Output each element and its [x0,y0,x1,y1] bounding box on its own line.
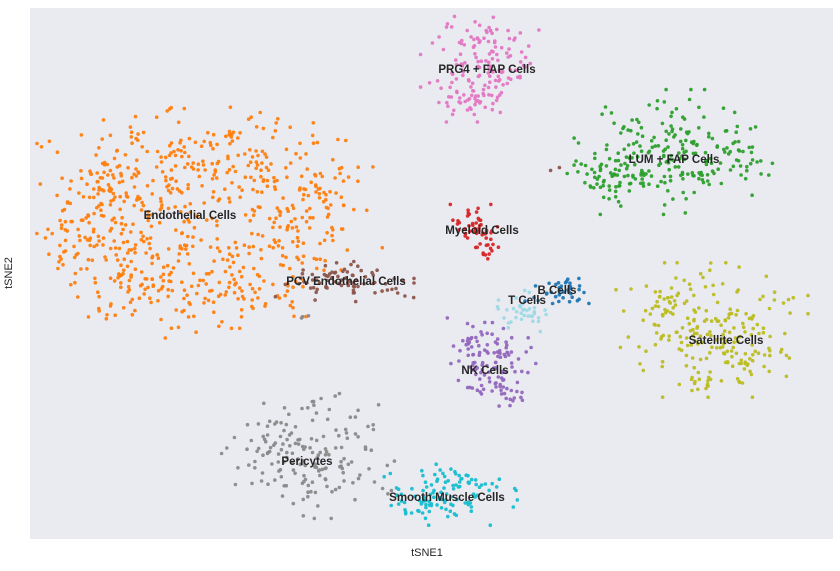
cluster-label: LUM + FAP Cells [629,154,720,166]
cluster-t-cells [495,288,548,334]
y-axis-label: tSNE2 [3,257,15,289]
cluster-label: Satellite Cells [689,335,764,347]
cluster-endothelial-cells [35,105,385,340]
cluster-label: PCV Endothelial Cells [286,276,406,288]
cluster-myeloid-cells [448,202,501,261]
cluster-label: Pericytes [281,456,332,468]
x-axis-label: tSNE1 [411,547,443,559]
cluster-label: T Cells [508,295,546,307]
cluster-label: Endothelial Cells [144,210,237,222]
cluster-nk-cells [445,316,538,408]
cluster-b-cells [523,276,591,306]
cluster-pcv-endothelial-cells [273,165,562,304]
plot-background [30,8,833,539]
cluster-label: B Cells [538,285,577,297]
cluster-lum-fap-cells [565,87,775,217]
cluster-labels-layer: Endothelial Cells PRG4 + FAP Cells LUM + F… [144,64,764,504]
scatter-points-layer [35,14,810,527]
cluster-label: Myeloid Cells [445,225,519,237]
cluster-label: NK Cells [461,365,508,377]
cluster-label: PRG4 + FAP Cells [438,64,535,76]
cluster-satellite-cells [614,261,810,400]
cluster-pericytes [219,314,397,521]
cluster-label: Smooth Muscle Cells [389,492,505,504]
cluster-smooth-muscle-cells [382,462,520,527]
cluster-prg4-fap-cells [418,14,541,124]
